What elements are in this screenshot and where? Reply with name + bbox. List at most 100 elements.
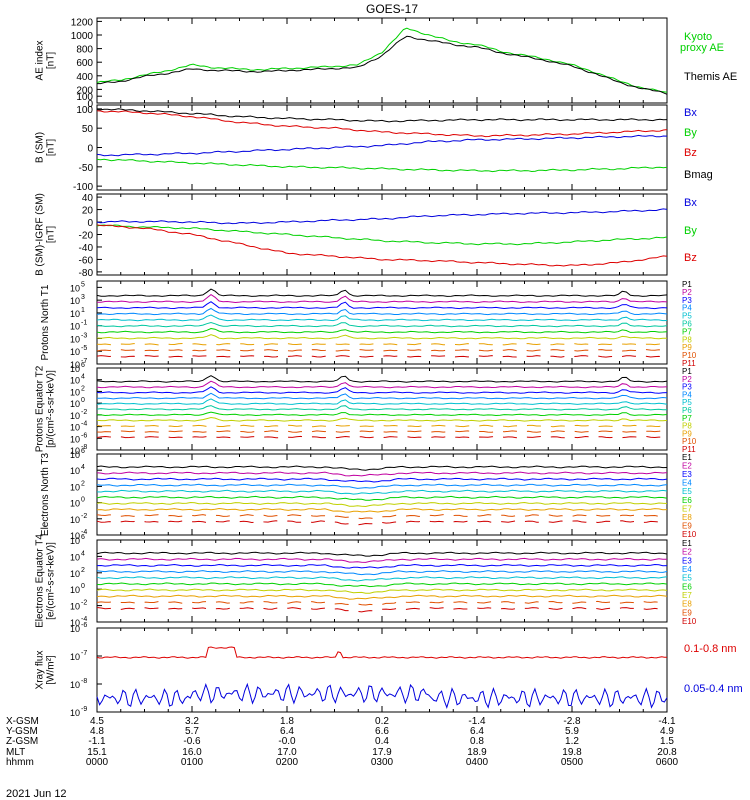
y-tick-label: 10: [70, 309, 80, 319]
legend-by: By: [684, 127, 697, 139]
channel-label-e2: E2: [682, 462, 692, 471]
orbit-row-label: X-GSM: [6, 716, 39, 727]
panel-3: B (SM)-IGRF (SM) [nT] -80 -60-40-20 020 40 Bx B…: [35, 193, 698, 279]
channel-label-e8: E8: [682, 600, 692, 609]
y-tick-exponent: -1: [81, 320, 87, 327]
y-tick-exponent: -8: [81, 678, 87, 685]
panel-2: B (SM) [nT] -100 -50 0 50 100 Bx By Bz Bmag: [35, 104, 713, 193]
channel-label-p4: P4: [682, 304, 692, 313]
channel-line-p2: [97, 293, 668, 304]
y-axis-label: Xray flux: [35, 651, 46, 690]
orbit-value: 0300: [371, 757, 394, 768]
y-tick-label: 0: [87, 218, 93, 229]
channel-line-e7: [96, 588, 668, 594]
series-line-by: [96, 158, 668, 173]
channel-line-e9: [96, 514, 668, 520]
y-tick-exponent: -4: [81, 529, 87, 536]
y-axis-label: Electrons North T3: [40, 452, 51, 536]
channel-label-p1: P1: [682, 280, 692, 289]
y-tick-label: 10: [70, 283, 80, 293]
orbit-row-label: Z-GSM: [6, 736, 38, 747]
channel-label-e6: E6: [682, 496, 692, 505]
channel-label-p2: P2: [682, 375, 692, 384]
channel-label-e7: E7: [682, 591, 692, 600]
channel-line-p11: [96, 435, 668, 439]
y-tick-label: 10: [70, 360, 80, 370]
channel-line-p9: [96, 342, 668, 346]
channel-label-e3: E3: [682, 556, 692, 565]
y-axis-label: B (SM)-IGRF (SM): [35, 193, 46, 276]
y-tick-exponent: 4: [81, 374, 85, 381]
y-tick-label: 1000: [71, 31, 94, 42]
channel-line-e8: [96, 594, 668, 600]
y-tick-label: 10: [70, 387, 80, 397]
orbit-row-label: hhmm: [6, 757, 34, 768]
y-axis-label: [nT]: [46, 226, 57, 243]
y-tick-label: 400: [76, 72, 93, 83]
y-tick-exponent: -2: [81, 409, 87, 416]
channel-line-e5: [96, 489, 668, 495]
channel-label-p11: P11: [682, 445, 696, 454]
y-tick-label: 10: [70, 434, 80, 444]
channel-line-p5: [96, 314, 668, 322]
y-tick-exponent: -6: [81, 622, 87, 629]
channel-label-e6: E6: [682, 582, 692, 591]
y-tick-exponent: -7: [81, 650, 87, 657]
channel-line-e3: [96, 477, 668, 483]
y-tick-exponent: 0: [81, 497, 85, 504]
channel-label-p7: P7: [682, 327, 692, 336]
y-axis-label: [p/(cm²-s-sr-keV)]: [46, 370, 57, 448]
orbit-value: 18.9: [467, 747, 487, 758]
y-tick-exponent: -4: [81, 616, 87, 623]
y-tick-exponent: 6: [81, 448, 85, 455]
y-tick-label: 10: [70, 423, 80, 433]
y-tick-label: 10: [70, 569, 80, 579]
orbit-value: 0.8: [470, 736, 484, 747]
orbit-value: -1.1: [88, 736, 106, 747]
y-tick-exponent: 2: [81, 480, 85, 487]
y-tick-exponent: -2: [81, 513, 87, 520]
y-tick-exponent: -7: [81, 358, 87, 365]
y-tick-exponent: 3: [81, 294, 85, 301]
orbit-value: 0400: [466, 757, 489, 768]
orbit-value: 1.5: [660, 736, 674, 747]
y-tick-label: 10: [70, 296, 80, 306]
orbit-value: 0.4: [375, 736, 389, 747]
xray-line-0: [96, 646, 668, 659]
orbit-value: 15.1: [87, 747, 107, 758]
channel-label-e4: E4: [682, 479, 692, 488]
legend-bx: Bx: [684, 197, 697, 209]
y-tick-label: 10: [70, 618, 80, 628]
channel-label-e5: E5: [682, 574, 692, 583]
orbit-value: 5.7: [185, 726, 199, 737]
series-line-bz: [96, 224, 668, 267]
y-tick-exponent: 2: [81, 567, 85, 574]
channel-label-e1: E1: [682, 539, 692, 548]
y-axis-label: B (SM): [35, 132, 46, 163]
orbit-value: 0.2: [375, 716, 389, 727]
y-tick-exponent: 5: [81, 281, 85, 288]
y-tick-label: 10: [70, 536, 80, 546]
channel-line-e3: [96, 563, 668, 569]
channel-label-e8: E8: [682, 513, 692, 522]
channel-label-p5: P5: [682, 398, 692, 407]
panel-frame: [96, 104, 668, 191]
y-axis-label: Protons Equator T2: [35, 365, 46, 452]
series-line-bx: [96, 134, 668, 157]
legend-kyoto-proxy-ae: proxy AE: [680, 42, 724, 54]
orbit-value: 6.6: [375, 726, 389, 737]
channel-label-p11: P11: [682, 359, 696, 368]
y-tick-exponent: 4: [81, 550, 85, 557]
orbit-value: 19.8: [562, 747, 582, 758]
channel-label-p2: P2: [682, 288, 692, 297]
y-tick-exponent: 1: [81, 307, 85, 314]
panel-frame: [96, 17, 668, 104]
y-axis-label: [e/(cm²-s-sr-keV)]: [46, 542, 57, 620]
orbit-value: 5.9: [565, 726, 579, 737]
y-tick-label: 20: [82, 206, 94, 217]
series-line-kyoto-proxy-ae: [96, 27, 668, 93]
